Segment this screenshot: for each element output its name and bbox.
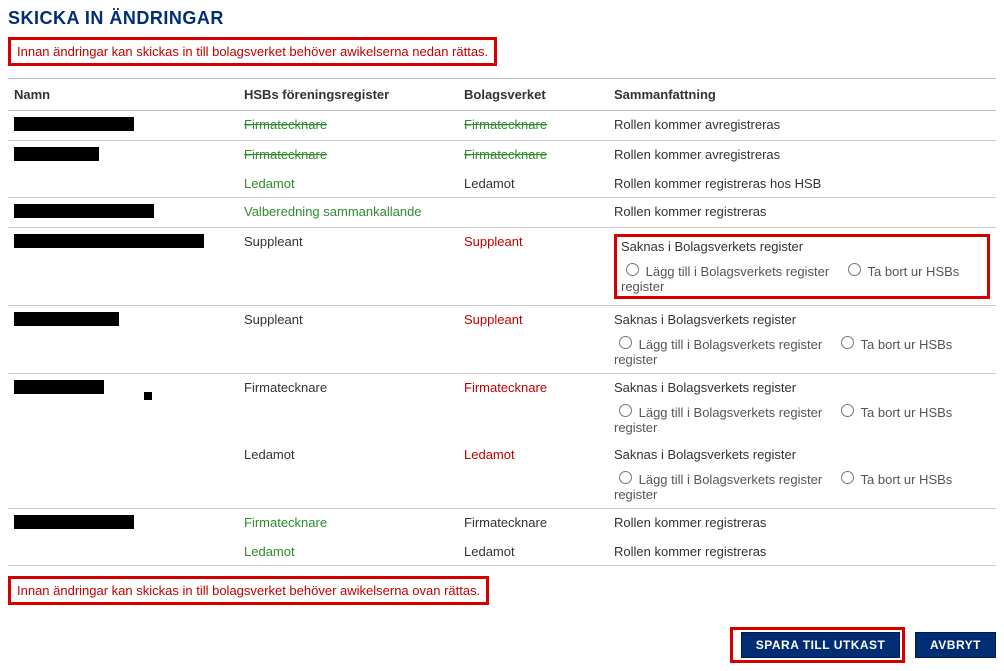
cell-hsb: Suppleant bbox=[238, 228, 458, 306]
cell-bv: Ledamot bbox=[458, 170, 608, 198]
cell-hsb: Firmatecknare bbox=[238, 141, 458, 171]
option-add-bv[interactable]: Lägg till i Bolagsverkets register bbox=[614, 405, 822, 420]
redacted-name bbox=[14, 380, 104, 394]
table-row: LedamotLedamotSaknas i Bolagsverkets reg… bbox=[8, 441, 996, 509]
summary-missing-text: Saknas i Bolagsverkets register bbox=[614, 447, 990, 462]
cell-name bbox=[8, 538, 238, 566]
col-header-name: Namn bbox=[8, 79, 238, 111]
cell-name bbox=[8, 441, 238, 509]
cell-bv bbox=[458, 198, 608, 228]
cell-hsb: Suppleant bbox=[238, 306, 458, 374]
summary-text: Rollen kommer avregistreras bbox=[614, 147, 990, 162]
cell-name bbox=[8, 509, 238, 539]
cell-hsb: Ledamot bbox=[238, 538, 458, 566]
cell-hsb: Firmatecknare bbox=[238, 374, 458, 442]
cell-name bbox=[8, 374, 238, 442]
cell-summary: Rollen kommer registreras hos HSB bbox=[608, 170, 996, 198]
table-row: FirmatecknareFirmatecknare Rollen kommer … bbox=[8, 111, 996, 141]
table-row: LedamotLedamot Rollen kommer registreras bbox=[8, 538, 996, 566]
cell-bv: Suppleant bbox=[458, 306, 608, 374]
radio-remove-hsb[interactable] bbox=[841, 404, 854, 417]
table-row: FirmatecknareFirmatecknare Rollen kommer … bbox=[8, 509, 996, 539]
radio-add-bv[interactable] bbox=[619, 471, 632, 484]
table-row: SuppleantSuppleantSaknas i Bolagsverkets… bbox=[8, 306, 996, 374]
radio-add-bv[interactable] bbox=[619, 404, 632, 417]
col-header-bv: Bolagsverket bbox=[458, 79, 608, 111]
summary-options: Lägg till i Bolagsverkets register Ta bo… bbox=[614, 401, 990, 435]
summary-options: Lägg till i Bolagsverkets register Ta bo… bbox=[614, 468, 990, 502]
option-add-bv[interactable]: Lägg till i Bolagsverkets register bbox=[621, 264, 829, 279]
cell-bv: Ledamot bbox=[458, 441, 608, 509]
page-title: SKICKA IN ÄNDRINGAR bbox=[8, 8, 996, 29]
redacted-name bbox=[14, 204, 154, 218]
cell-bv: Firmatecknare bbox=[458, 509, 608, 539]
cell-name bbox=[8, 198, 238, 228]
table-row: Valberedning sammankallande Rollen kommer… bbox=[8, 198, 996, 228]
col-header-hsb: HSBs föreningsregister bbox=[238, 79, 458, 111]
summary-missing-text: Saknas i Bolagsverkets register bbox=[614, 312, 990, 327]
cell-hsb: Valberedning sammankallande bbox=[238, 198, 458, 228]
redacted-dot bbox=[144, 392, 152, 400]
radio-remove-hsb[interactable] bbox=[841, 471, 854, 484]
cell-summary: Saknas i Bolagsverkets register Lägg til… bbox=[608, 228, 996, 306]
cell-summary: Rollen kommer avregistreras bbox=[608, 111, 996, 141]
cell-summary: Saknas i Bolagsverkets register Lägg til… bbox=[608, 374, 996, 442]
cell-summary: Rollen kommer avregistreras bbox=[608, 141, 996, 171]
cell-bv: Firmatecknare bbox=[458, 111, 608, 141]
cell-hsb: Ledamot bbox=[238, 441, 458, 509]
cell-summary: Rollen kommer registreras bbox=[608, 538, 996, 566]
cell-bv: Suppleant bbox=[458, 228, 608, 306]
cell-summary: Saknas i Bolagsverkets register Lägg til… bbox=[608, 306, 996, 374]
summary-missing-text: Saknas i Bolagsverkets register bbox=[621, 239, 983, 254]
cell-summary: Rollen kommer registreras bbox=[608, 198, 996, 228]
error-banner-top: Innan ändringar kan skickas in till bola… bbox=[8, 37, 497, 66]
summary-text: Rollen kommer registreras bbox=[614, 544, 990, 559]
redacted-name bbox=[14, 147, 99, 161]
summary-text: Rollen kommer registreras hos HSB bbox=[614, 176, 990, 191]
redacted-name bbox=[14, 234, 204, 248]
radio-add-bv[interactable] bbox=[619, 336, 632, 349]
save-draft-button[interactable]: SPARA TILL UTKAST bbox=[741, 632, 901, 658]
summary-text: Rollen kommer avregistreras bbox=[614, 117, 990, 132]
cell-bv: Firmatecknare bbox=[458, 141, 608, 171]
cell-name bbox=[8, 228, 238, 306]
radio-add-bv[interactable] bbox=[626, 263, 639, 276]
summary-missing-text: Saknas i Bolagsverkets register bbox=[614, 380, 990, 395]
radio-remove-hsb[interactable] bbox=[841, 336, 854, 349]
redacted-name bbox=[14, 312, 119, 326]
cell-summary: Rollen kommer registreras bbox=[608, 509, 996, 539]
changes-table: Namn HSBs föreningsregister Bolagsverket… bbox=[8, 78, 996, 566]
cell-bv: Firmatecknare bbox=[458, 374, 608, 442]
table-row: FirmatecknareFirmatecknare Rollen kommer … bbox=[8, 141, 996, 171]
cell-summary: Saknas i Bolagsverkets register Lägg til… bbox=[608, 441, 996, 509]
table-row: LedamotLedamot Rollen kommer registreras … bbox=[8, 170, 996, 198]
option-add-bv[interactable]: Lägg till i Bolagsverkets register bbox=[614, 472, 822, 487]
col-header-summary: Sammanfattning bbox=[608, 79, 996, 111]
summary-text: Rollen kommer registreras bbox=[614, 204, 990, 219]
cancel-button[interactable]: AVBRYT bbox=[915, 632, 996, 658]
cell-name bbox=[8, 111, 238, 141]
cell-name bbox=[8, 306, 238, 374]
redacted-name bbox=[14, 515, 134, 529]
cell-name bbox=[8, 141, 238, 171]
cell-hsb: Firmatecknare bbox=[238, 509, 458, 539]
cell-hsb: Ledamot bbox=[238, 170, 458, 198]
summary-options: Lägg till i Bolagsverkets register Ta bo… bbox=[621, 260, 983, 294]
redacted-name bbox=[14, 117, 134, 131]
table-row: FirmatecknareFirmatecknareSaknas i Bolag… bbox=[8, 374, 996, 442]
cell-bv: Ledamot bbox=[458, 538, 608, 566]
cell-name bbox=[8, 170, 238, 198]
summary-options: Lägg till i Bolagsverkets register Ta bo… bbox=[614, 333, 990, 367]
cell-hsb: Firmatecknare bbox=[238, 111, 458, 141]
save-draft-highlight: SPARA TILL UTKAST bbox=[730, 627, 906, 663]
table-row: SuppleantSuppleantSaknas i Bolagsverkets… bbox=[8, 228, 996, 306]
option-add-bv[interactable]: Lägg till i Bolagsverkets register bbox=[614, 337, 822, 352]
summary-text: Rollen kommer registreras bbox=[614, 515, 990, 530]
error-banner-bottom: Innan ändringar kan skickas in till bola… bbox=[8, 576, 489, 605]
radio-remove-hsb[interactable] bbox=[848, 263, 861, 276]
